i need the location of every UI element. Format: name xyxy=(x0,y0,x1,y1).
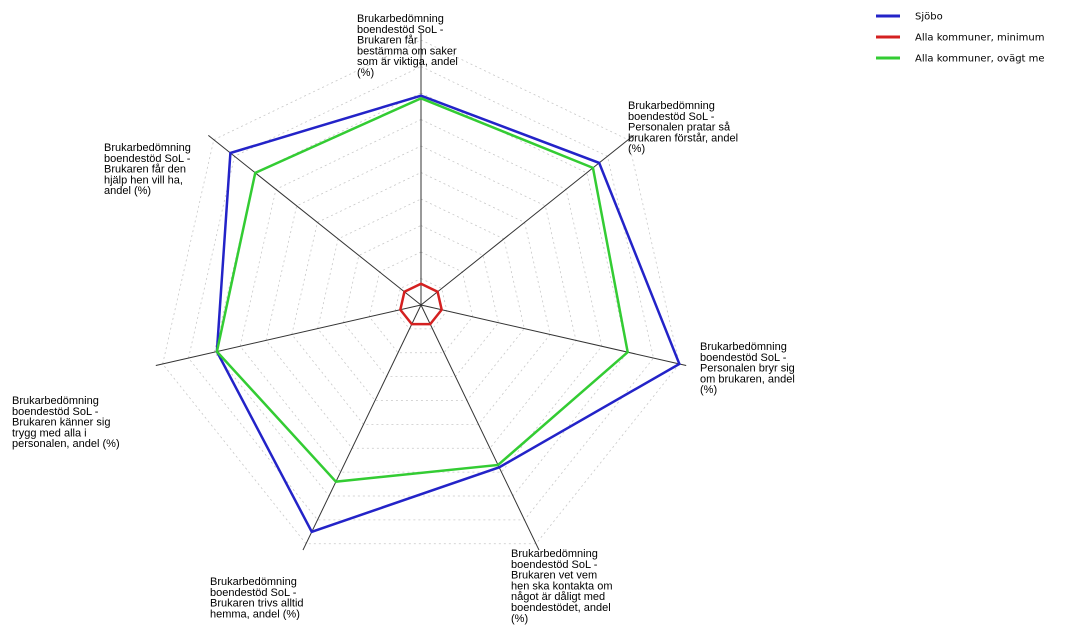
axis-label-line: hjälp hen vill ha, xyxy=(104,174,183,186)
axis-label-line: boendestöd SoL - xyxy=(210,587,297,599)
axis-label-line: hen ska kontakta om xyxy=(511,580,613,592)
grid-ring xyxy=(394,278,448,330)
axis-label-line: Personalen bryr sig xyxy=(700,363,795,375)
axis-label: Brukarbedömning boendestöd SoL -Brukaren … xyxy=(357,13,458,79)
axis-label-line: Brukarbedömning xyxy=(628,100,715,112)
grid-ring xyxy=(162,39,680,545)
axis-label-line: Brukarbedömning xyxy=(511,548,598,560)
axis-label-line: Brukaren får den xyxy=(104,164,186,176)
axis-label: Brukarbedömning boendestöd SoL -Brukaren … xyxy=(210,576,304,620)
grid-ring xyxy=(343,225,499,378)
axis-label-line: boendestöd SoL - xyxy=(628,111,715,123)
grid xyxy=(162,39,680,545)
series-lines xyxy=(215,94,681,534)
axis-label-line: trygg med alla i xyxy=(12,427,87,439)
axis-label-line: boendestöd SoL - xyxy=(700,352,787,364)
axis-label-line: Brukaren trivs alltid xyxy=(210,598,304,610)
axis-line xyxy=(208,135,422,306)
axis-label-line: om brukaren, andel xyxy=(700,373,795,385)
legend: Sjöbo Alla kommuner, minimum Alla kommuner… xyxy=(876,12,1045,65)
grid-ring xyxy=(188,66,654,521)
axis-label-line: Brukaren känner sig xyxy=(12,417,110,429)
axis-label-line: Personalen pratar så xyxy=(628,122,731,134)
axis-label-line: Brukarbedömning xyxy=(700,341,787,353)
axis-label-line: Brukaren får xyxy=(357,35,418,47)
axis-label-line: Brukarbedömning xyxy=(104,142,191,154)
axis-label-line: hemma, andel (%) xyxy=(210,608,300,620)
series-line xyxy=(215,96,630,483)
axis-label-line: boendestödet, andel xyxy=(511,602,611,614)
grid-ring xyxy=(368,251,474,354)
axis-label: Brukarbedömning boendestöd SoL -Personale… xyxy=(700,341,795,396)
grid-ring xyxy=(291,172,551,425)
axis-label-line: (%) xyxy=(357,67,374,79)
axis-label-line: bestämma om saker xyxy=(357,45,457,57)
series-line xyxy=(398,282,444,326)
axis-label-line: (%) xyxy=(700,384,717,396)
grid-ring xyxy=(317,198,525,401)
grid-ring xyxy=(265,145,577,449)
legend-entry-label: Alla kommuner, ovägt me xyxy=(915,54,1045,65)
axis-label-line: något är dåligt med xyxy=(511,591,605,603)
series-line xyxy=(215,94,681,534)
axis-label: Brukarbedömning boendestöd SoL -Personale… xyxy=(628,100,738,155)
axis-line xyxy=(420,304,540,551)
axis-label-line: Brukarbedömning xyxy=(357,13,444,25)
axis-label-line: boendestöd SoL - xyxy=(104,153,191,165)
axis-label: Brukarbedömning boendestöd SoL -Brukaren … xyxy=(12,395,120,450)
axis-labels: Brukarbedömning boendestöd SoL -Brukaren … xyxy=(12,13,795,625)
legend-entry-label: Alla kommuner, minimum xyxy=(915,33,1045,44)
axis-line xyxy=(155,304,422,367)
axis-label-line: Brukaren vet vem xyxy=(511,570,597,582)
axis-label-line: Brukarbedömning xyxy=(210,576,297,588)
axis-label-line: boendestöd SoL - xyxy=(511,559,598,571)
axis-label-line: boendestöd SoL - xyxy=(12,406,99,418)
axis-label-line: Brukarbedömning xyxy=(12,395,99,407)
axis-label-line: (%) xyxy=(511,613,528,625)
axis-label-line: som är viktiga, andel xyxy=(357,56,458,68)
axis-line xyxy=(302,304,422,551)
axis-label: Brukarbedömning boendestöd SoL -Brukaren … xyxy=(104,142,191,197)
axis-label: Brukarbedömning boendestöd SoL -Brukaren … xyxy=(511,548,613,625)
axis-line xyxy=(420,304,687,367)
legend-entry-label: Sjöbo xyxy=(915,12,943,23)
axis-label-line: boendestöd SoL - xyxy=(357,24,444,36)
axis-label-line: andel (%) xyxy=(104,185,151,197)
axis-label-line: (%) xyxy=(628,143,645,155)
axis-label-line: personalen, andel (%) xyxy=(12,438,120,450)
axis-label-line: brukaren förstår, andel xyxy=(628,132,738,144)
